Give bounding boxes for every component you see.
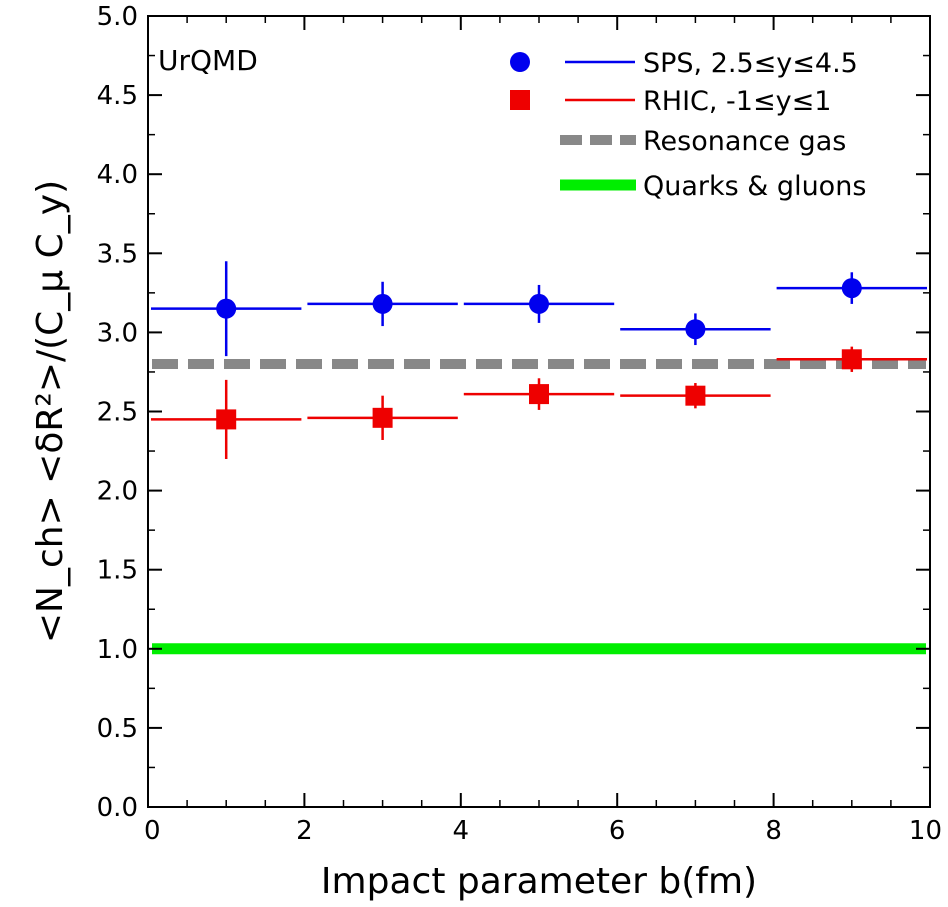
data-point (372, 407, 393, 428)
data-point (685, 385, 706, 406)
data-point (372, 293, 393, 314)
y-tick-label: 0.5 (97, 714, 138, 744)
legend-label-rhic: RHIC, -1≤y≤1 (643, 86, 831, 117)
y-axis-title: <N_ch> <δR²>/(C_μ C_y) (30, 180, 71, 643)
data-point (529, 293, 549, 314)
x-tick-label: 6 (609, 816, 626, 846)
x-tick-label: 4 (453, 816, 470, 846)
series-circle (151, 261, 927, 357)
axis-ticks: 0 2 4 6 8 10 0.0 0.5 1.0 1.5 2.0 2.5 3.0 3.5 4.0 4.5 5.0 (97, 2, 942, 846)
data-point (685, 319, 706, 340)
reference-lines (152, 359, 926, 655)
data-point (216, 409, 237, 430)
y-tick-label: 3.5 (97, 239, 138, 269)
y-tick-label: 3.0 (97, 318, 138, 348)
y-tick-label: 1.5 (97, 556, 138, 586)
y-tick-label: 5.0 (97, 2, 138, 32)
y-tick-label: 0.0 (97, 793, 138, 823)
legend-item-rhic: RHIC, -1≤y≤1 (510, 86, 831, 117)
data-point (216, 298, 237, 319)
data-point (841, 349, 862, 370)
y-tick-label: 2.5 (97, 398, 138, 428)
legend-label-quarks-gluons: Quarks & gluons (643, 171, 866, 202)
data-series (151, 261, 927, 459)
legend-label-resonance-gas: Resonance gas (643, 126, 846, 157)
model-annotation: UrQMD (158, 44, 258, 77)
series-square (151, 346, 927, 459)
legend-label-sps: SPS, 2.5≤y≤4.5 (643, 48, 858, 79)
x-tick-label: 2 (296, 816, 313, 846)
legend: SPS, 2.5≤y≤4.5 RHIC, -1≤y≤1 Resonance ga… (510, 48, 866, 202)
legend-marker-rhic (510, 90, 530, 110)
y-tick-label: 4.5 (97, 81, 138, 111)
legend-item-quarks-gluons: Quarks & gluons (560, 171, 866, 202)
x-tick-label: 0 (144, 816, 161, 846)
x-tick-label: 10 (909, 816, 942, 846)
legend-item-resonance-gas: Resonance gas (560, 126, 846, 157)
y-tick-label: 2.0 (97, 477, 138, 507)
y-tick-label: 1.0 (97, 635, 138, 665)
x-axis-title: Impact parameter b(fm) (321, 861, 757, 902)
legend-marker-sps (510, 52, 530, 72)
data-point (529, 384, 549, 405)
x-tick-label: 8 (765, 816, 782, 846)
legend-item-sps: SPS, 2.5≤y≤4.5 (510, 48, 858, 79)
y-tick-label: 4.0 (97, 160, 138, 190)
data-point (841, 278, 862, 299)
